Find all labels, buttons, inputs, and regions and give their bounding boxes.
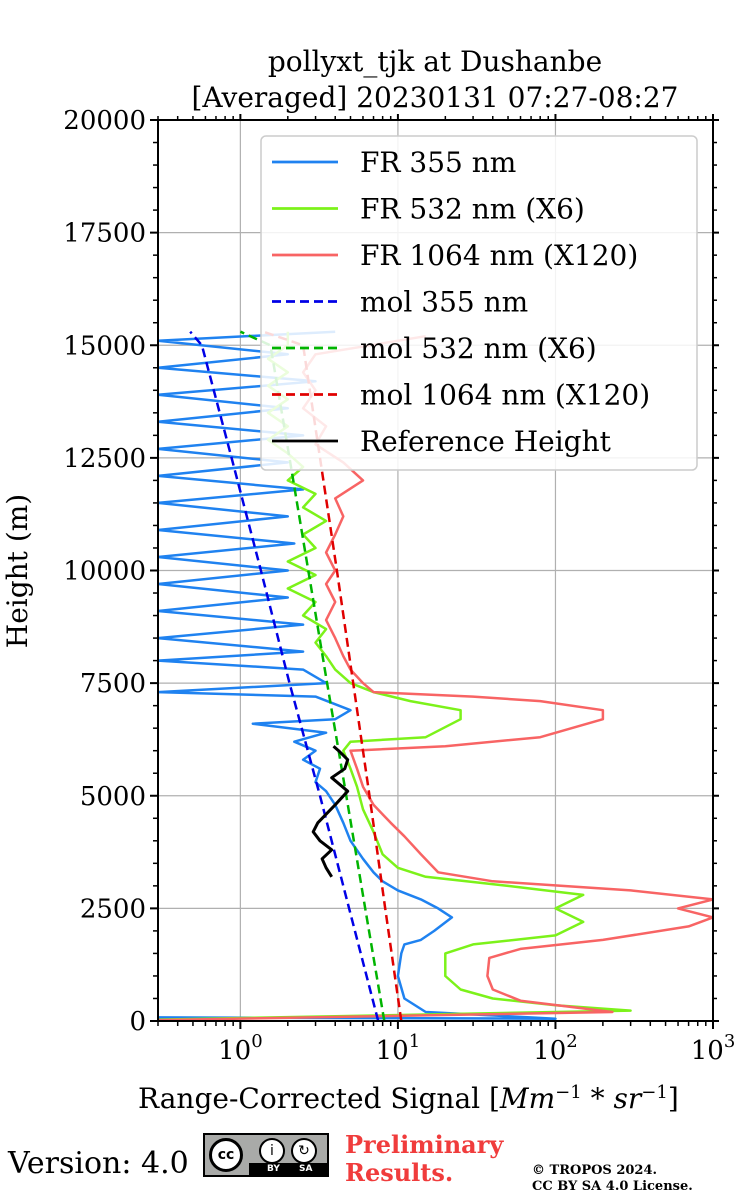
series-line-mol-355-nm: [189, 330, 380, 1021]
preliminary-results-note: Preliminary Results.: [345, 1131, 503, 1187]
y-axis-label: Height (m): [1, 494, 34, 648]
preliminary-line2: Results.: [345, 1158, 454, 1187]
chart-title-line2: [Averaged] 20230131 07:27-08:27: [192, 81, 679, 114]
y-tick-label: 15000: [63, 331, 146, 361]
version-label: Version: 4.0: [8, 1146, 189, 1181]
legend-label: mol 1064 nm (X120): [360, 379, 650, 412]
legend-label: Reference Height: [360, 425, 612, 458]
y-tick-label: 2500: [80, 894, 146, 924]
legend-frame: [260, 135, 698, 471]
sa-text: SA: [299, 1164, 313, 1174]
series-line-fr-355-nm: [158, 330, 557, 1020]
x-axis-label: Range-Corrected Signal [Mm−1 * sr−1]: [138, 1082, 679, 1115]
legend-label: mol 355 nm: [360, 286, 528, 319]
by-icon: i: [259, 1138, 285, 1164]
x-tick-label: 103: [691, 1031, 736, 1066]
x-tick-label: 102: [533, 1031, 578, 1066]
legend: FR 355 nm FR 532 nm (X6) FR 1064 nm (X120)…: [260, 135, 698, 471]
cc-icon: cc: [209, 1138, 243, 1172]
y-tick-label: 5000: [80, 782, 146, 812]
y-tick-label: 20000: [63, 106, 146, 136]
y-tick-label: 7500: [80, 669, 146, 699]
license-strip: BY SA: [249, 1163, 327, 1175]
x-tick-label: 101: [376, 1031, 421, 1066]
by-text: BY: [267, 1164, 280, 1174]
copyright-line2: CC BY SA 4.0 License.: [532, 1179, 693, 1194]
sa-icon: ↻: [291, 1138, 317, 1164]
x-tick-label: 100: [218, 1031, 263, 1066]
legend-label: FR 355 nm: [360, 146, 516, 179]
legend-label: FR 1064 nm (X120): [360, 239, 638, 272]
y-tick-label: 0: [129, 1007, 146, 1037]
copyright-note: © TROPOS 2024. CC BY SA 4.0 License.: [532, 1163, 693, 1195]
series-line-reference-height: [311, 745, 350, 878]
preliminary-line1: Preliminary: [345, 1130, 504, 1159]
axis-ticks: 0 2500 5000 7500 10000 12500 15000 17500 20000 10…: [63, 106, 735, 1066]
cc-license-badge: cc i ↻ BY SA: [203, 1133, 329, 1177]
y-tick-label: 12500: [63, 444, 146, 474]
chart-title-line1: pollyxt_tjk at Dushanbe: [268, 45, 602, 78]
legend-label: FR 532 nm (X6): [360, 193, 585, 226]
copyright-line1: © TROPOS 2024.: [532, 1163, 658, 1178]
y-tick-label: 17500: [63, 219, 146, 249]
series-line-fr-1064-nm-x120: [158, 334, 713, 1021]
legend-label: mol 532 nm (X6): [360, 332, 597, 365]
y-tick-label: 10000: [63, 557, 146, 587]
